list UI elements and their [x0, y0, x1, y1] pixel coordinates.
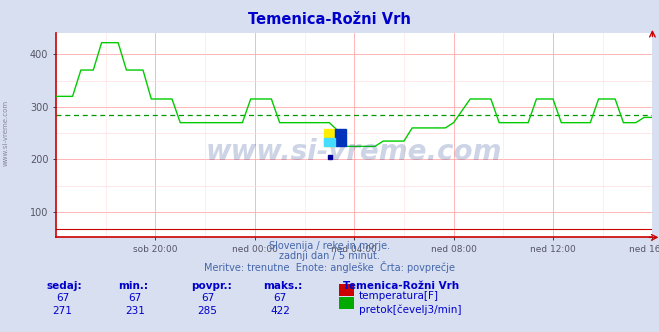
FancyBboxPatch shape	[324, 138, 335, 146]
Text: 231: 231	[125, 306, 145, 316]
Text: Meritve: trenutne  Enote: angleške  Črta: povprečje: Meritve: trenutne Enote: angleške Črta: …	[204, 261, 455, 273]
Text: 67: 67	[129, 293, 142, 303]
Text: 422: 422	[270, 306, 290, 316]
Text: 285: 285	[198, 306, 217, 316]
Text: 67: 67	[56, 293, 69, 303]
Text: povpr.:: povpr.:	[191, 281, 232, 290]
Text: zadnji dan / 5 minut.: zadnji dan / 5 minut.	[279, 251, 380, 261]
FancyBboxPatch shape	[324, 129, 335, 146]
Text: sedaj:: sedaj:	[46, 281, 82, 290]
Text: maks.:: maks.:	[264, 281, 303, 290]
Text: Slovenija / reke in morje.: Slovenija / reke in morje.	[269, 241, 390, 251]
Text: Temenica-Rožni Vrh: Temenica-Rožni Vrh	[248, 12, 411, 27]
Text: 67: 67	[201, 293, 214, 303]
FancyBboxPatch shape	[335, 129, 346, 146]
Text: www.si-vreme.com: www.si-vreme.com	[206, 138, 502, 166]
Text: www.si-vreme.com: www.si-vreme.com	[2, 100, 9, 166]
Text: 67: 67	[273, 293, 287, 303]
Text: 271: 271	[53, 306, 72, 316]
Text: temperatura[F]: temperatura[F]	[359, 291, 439, 301]
Text: Temenica-Rožni Vrh: Temenica-Rožni Vrh	[343, 281, 459, 290]
Text: pretok[čevelj3/min]: pretok[čevelj3/min]	[359, 304, 462, 315]
Text: min.:: min.:	[119, 281, 149, 290]
